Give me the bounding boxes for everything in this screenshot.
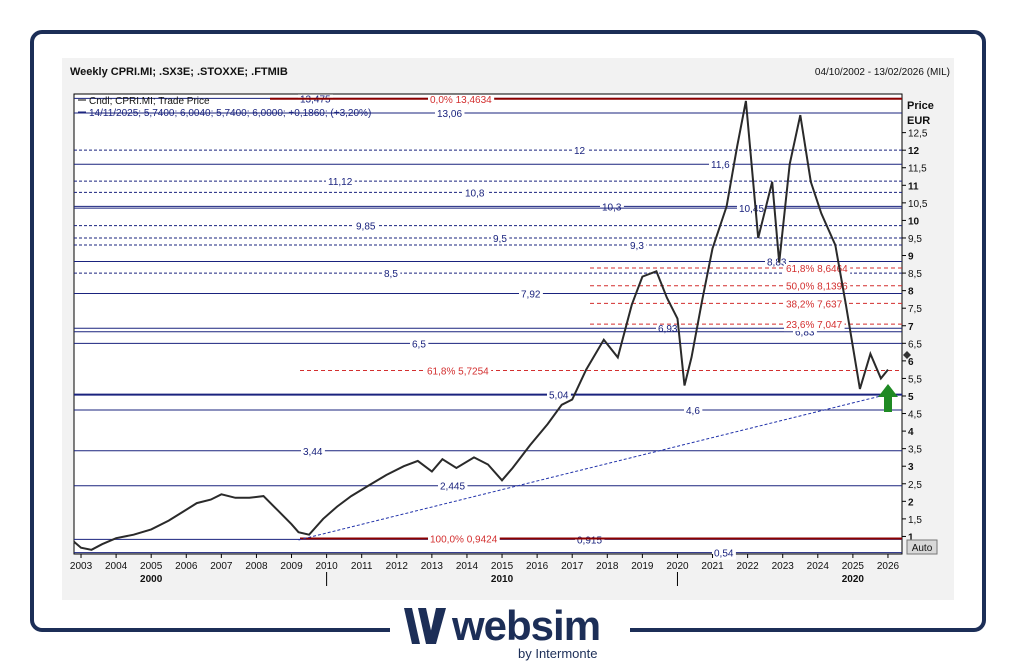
x-tick-label: 2025 [842, 561, 865, 572]
y-tick-label: 10 [908, 216, 920, 227]
x-tick-label: 2012 [386, 561, 409, 572]
level-label: 2,445 [440, 482, 465, 493]
y-tick-label: 9 [908, 252, 914, 263]
y-tick-label: 11 [908, 181, 919, 192]
up-arrow-icon [878, 384, 898, 412]
x-tick-label: 2024 [807, 561, 830, 572]
x-tick-label: 2019 [631, 561, 654, 572]
x-tick-label: 2020 [666, 561, 689, 572]
y-tick-label: 6 [908, 357, 914, 368]
y-tick-label: 7,5 [908, 304, 922, 315]
x-tick-label: 2008 [245, 561, 268, 572]
chart-title: Weekly CPRI.MI; .SX3E; .STOXXE; .FTMIB [70, 66, 288, 78]
decade-label: 2000 [140, 574, 163, 585]
y-tick-label: 10,5 [908, 199, 928, 210]
y-axis-unit: EUR [907, 115, 930, 127]
x-tick-label: 2021 [701, 561, 724, 572]
x-tick-label: 2013 [421, 561, 444, 572]
level-label: 4,6 [686, 406, 700, 417]
y-tick-label: 5 [908, 392, 914, 403]
y-tick-label: 7 [908, 322, 914, 333]
legend-entry: 14/11/2025; 5,7400; 6,0040; 5,7400; 6,00… [89, 108, 371, 119]
level-label: 5,04 [549, 391, 569, 402]
level-label: 11,6 [711, 160, 730, 171]
x-tick-label: 2022 [737, 561, 760, 572]
last-price-marker [903, 351, 911, 359]
level-label: 10,8 [465, 188, 485, 199]
price-chart: Weekly CPRI.MI; .SX3E; .STOXXE; .FTMIB 0… [70, 66, 950, 586]
level-label: 7,92 [521, 289, 541, 300]
y-tick-label: 11,5 [908, 164, 927, 175]
x-tick-label: 2011 [351, 561, 373, 572]
legend-entry: Cndl; CPRI.MI; Trade Price [89, 96, 210, 107]
y-tick-label: 4,5 [908, 410, 922, 421]
decade-label: 2010 [491, 574, 514, 585]
level-label: 0,54 [714, 549, 734, 560]
y-tick-label: 12,5 [908, 129, 928, 140]
auto-button-label[interactable]: Auto [912, 543, 933, 554]
x-tick-label: 2005 [140, 561, 163, 572]
y-tick-label: 9,5 [908, 234, 922, 245]
level-label: 13,06 [437, 109, 462, 120]
level-label: 9,3 [630, 241, 644, 252]
x-tick-label: 2018 [596, 561, 619, 572]
level-label: 3,44 [303, 447, 323, 458]
y-tick-label: 4 [908, 427, 914, 438]
x-tick-label: 2003 [70, 561, 93, 572]
x-tick-label: 2017 [561, 561, 584, 572]
y-axis-label: Price [907, 100, 934, 112]
level-label: 0,915 [577, 535, 602, 546]
level-label: 10,45 [739, 204, 764, 215]
y-tick-label: 5,5 [908, 374, 922, 385]
level-label: 6,83 [795, 328, 815, 339]
websim-logo: websim by Intermonte [390, 600, 630, 664]
x-tick-label: 2023 [772, 561, 795, 572]
price-series-line [73, 100, 889, 551]
y-tick-label: 3 [908, 462, 914, 473]
trendline [298, 391, 896, 541]
x-tick-label: 2004 [105, 561, 128, 572]
auto-button[interactable] [906, 539, 938, 555]
y-tick-label: 6,5 [908, 339, 922, 350]
level-label: 9,85 [356, 222, 376, 233]
y-tick-label: 2,5 [908, 480, 922, 491]
level-label: 12 [574, 146, 586, 157]
y-tick-label: 1 [908, 532, 914, 543]
y-tick-label: 2 [908, 497, 914, 508]
fibonacci-label: 61,8% 8,6464 [786, 264, 848, 275]
fibonacci-label: 61,8% 5,7254 [427, 367, 489, 378]
x-tick-label: 2014 [456, 561, 479, 572]
x-tick-label: 2009 [280, 561, 303, 572]
y-tick-label: 3,5 [908, 445, 922, 456]
fibonacci-label: 23,6% 7,047 [786, 320, 843, 331]
y-tick-label: 12 [908, 146, 920, 157]
fibonacci-label: 0,0% 13,4634 [430, 95, 492, 106]
fibonacci-label: 100,0% 0,9424 [430, 534, 498, 545]
fibonacci-label: 50,0% 8,1396 [786, 282, 848, 293]
x-tick-label: 2026 [877, 561, 900, 572]
level-label: 8,83 [767, 257, 787, 268]
date-range: 04/10/2002 - 13/02/2026 (MIL) [815, 67, 950, 78]
x-tick-label: 2015 [491, 561, 514, 572]
x-tick-label: 2016 [526, 561, 549, 572]
level-label: 8,5 [384, 269, 398, 280]
x-tick-label: 2007 [210, 561, 233, 572]
websim-logo-wordmark: websim [452, 602, 601, 649]
y-tick-label: 8 [908, 287, 914, 298]
level-label: 11,12 [328, 177, 353, 188]
websim-logo-icon [404, 608, 446, 644]
x-tick-label: 2006 [175, 561, 198, 572]
level-label: 6,5 [412, 339, 426, 350]
decade-label: 2020 [842, 574, 865, 585]
fibonacci-label: 38,2% 7,637 [786, 299, 843, 310]
y-tick-label: 1,5 [908, 515, 922, 526]
plot-area [73, 93, 903, 555]
websim-logo-subtitle: by Intermonte [518, 646, 598, 661]
level-label: 6,93 [658, 324, 678, 335]
level-label: 9,5 [493, 234, 507, 245]
level-label: 13,475 [300, 94, 331, 105]
y-tick-label: 8,5 [908, 269, 922, 280]
x-tick-label: 2010 [315, 561, 338, 572]
